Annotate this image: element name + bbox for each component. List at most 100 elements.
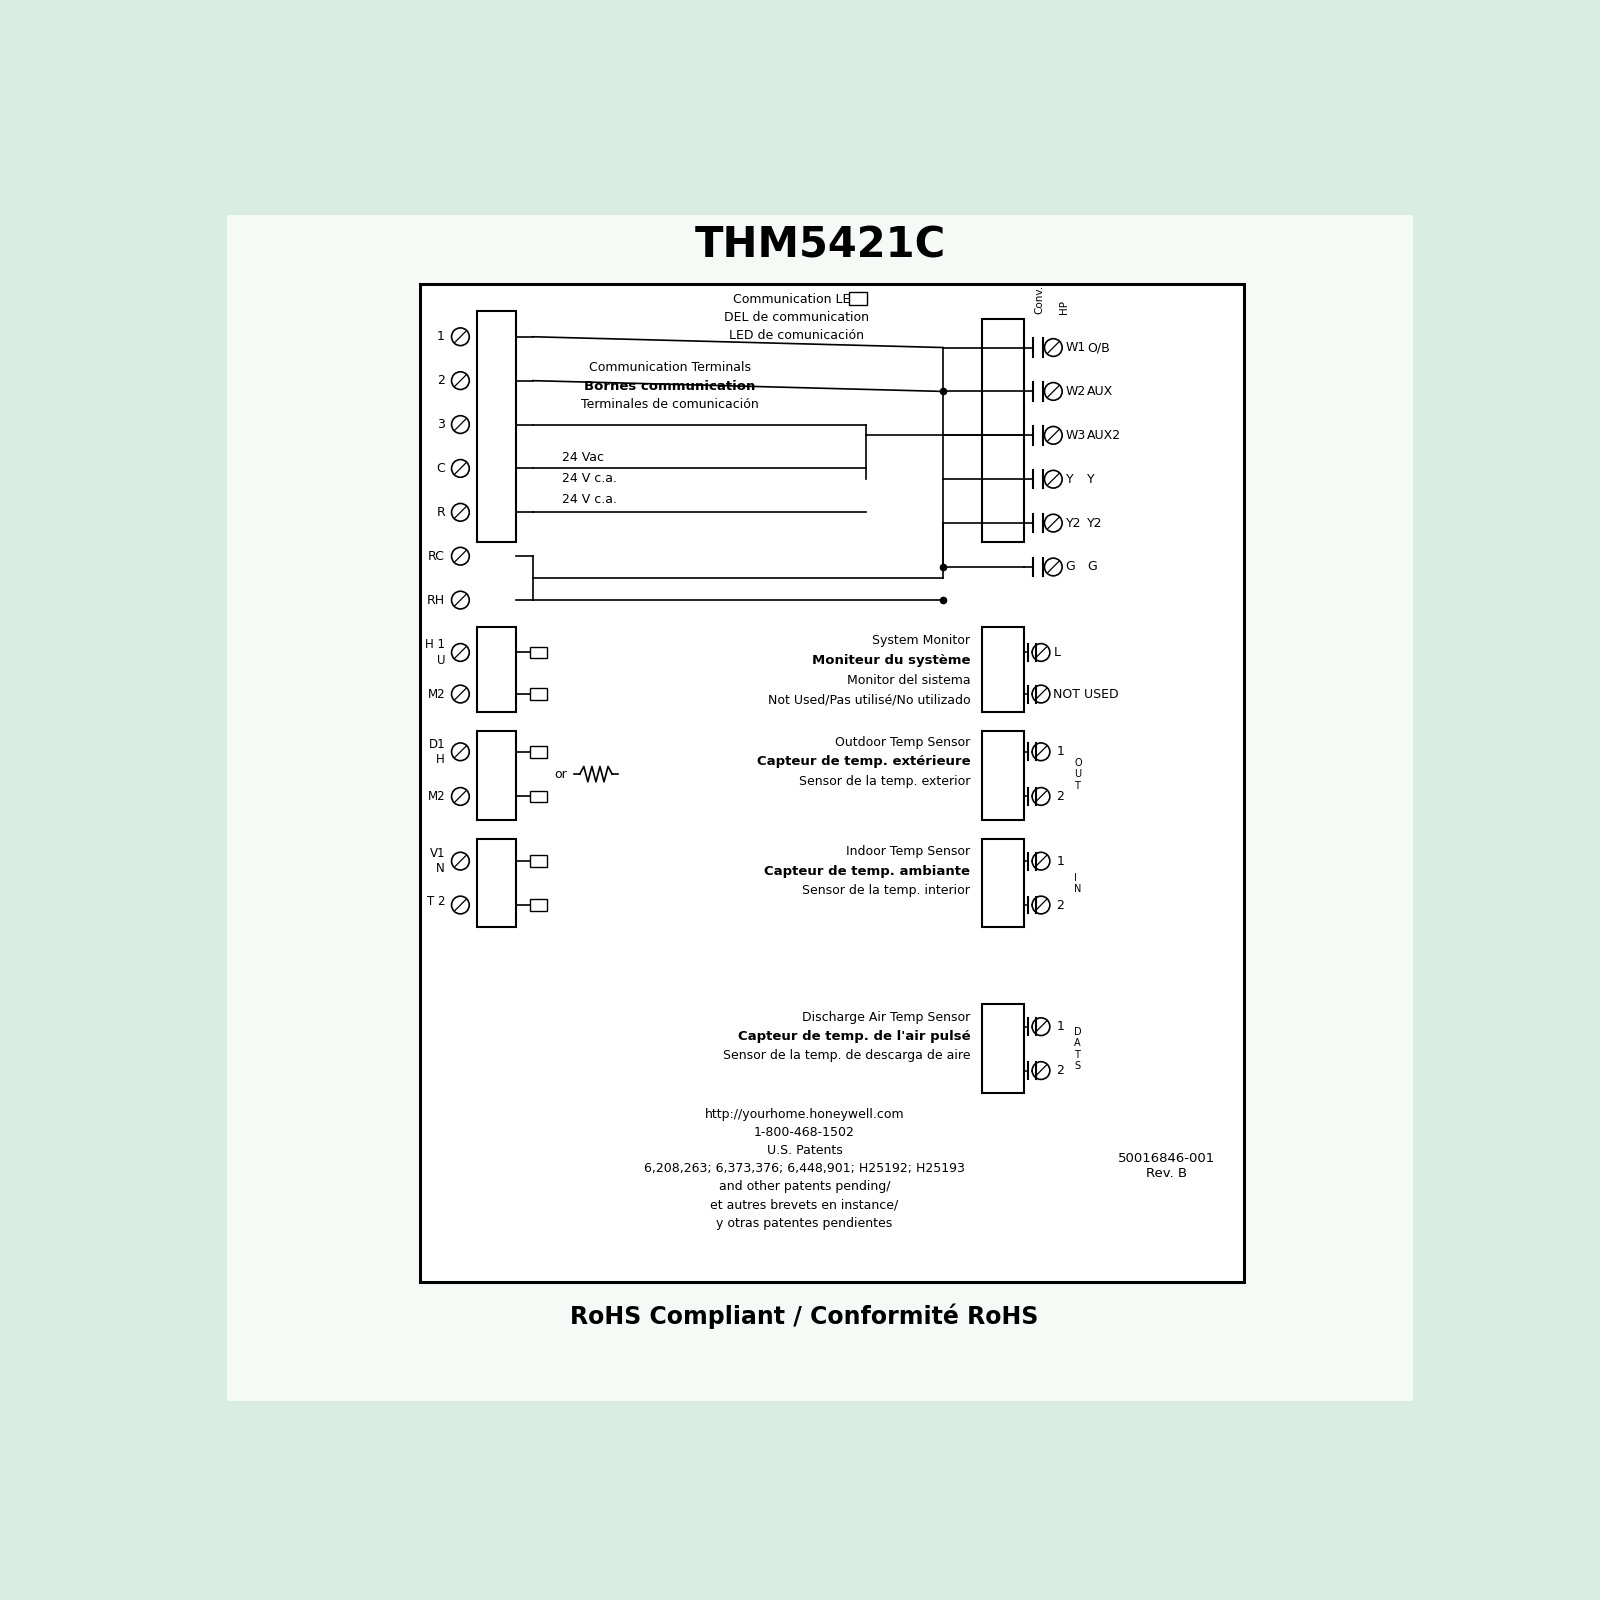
Circle shape [451,896,469,914]
Text: Moniteur du système: Moniteur du système [811,654,970,667]
Text: AUX: AUX [1086,386,1114,398]
Text: Sensor de la temp. exterior: Sensor de la temp. exterior [798,774,970,787]
Bar [982,318,1024,542]
Bar [477,312,515,542]
Text: Terminales de comunicación: Terminales de comunicación [581,398,758,411]
Text: Capteur de temp. extérieure: Capteur de temp. extérieure [757,755,970,768]
Text: H 1: H 1 [426,638,445,651]
Text: Not Used/Pas utilisé/No utilizado: Not Used/Pas utilisé/No utilizado [768,694,970,707]
Bar [850,293,867,306]
Text: N: N [437,862,445,875]
Text: Monitor del sistema: Monitor del sistema [846,674,970,686]
Text: H: H [437,754,445,766]
Text: 1: 1 [1056,854,1064,867]
Text: Communication LED: Communication LED [733,293,861,306]
Circle shape [451,416,469,434]
Text: RH: RH [427,594,445,606]
Bar [530,746,547,757]
Bar [530,899,547,910]
Text: 1: 1 [1056,746,1064,758]
Text: R: R [437,506,445,518]
Text: 1: 1 [437,330,445,344]
Text: Outdoor Temp Sensor: Outdoor Temp Sensor [835,736,970,749]
Text: Discharge Air Temp Sensor: Discharge Air Temp Sensor [802,1011,970,1024]
Text: 50016846-001
Rev. B: 50016846-001 Rev. B [1118,1152,1214,1181]
Text: AUX2: AUX2 [1086,429,1122,442]
Circle shape [451,459,469,477]
Text: 24 Vac: 24 Vac [562,451,605,464]
Text: y otras patentes pendientes: y otras patentes pendientes [717,1216,893,1229]
Text: U.S. Patents: U.S. Patents [766,1144,843,1157]
Circle shape [1032,853,1050,870]
Text: Y2: Y2 [1086,517,1102,530]
Text: NOT USED: NOT USED [1053,688,1118,701]
Text: Sensor de la temp. interior: Sensor de la temp. interior [802,883,970,898]
Text: O/B: O/B [1086,341,1110,354]
Text: Capteur de temp. ambiante: Capteur de temp. ambiante [765,864,970,878]
Text: RC: RC [429,550,445,563]
Text: System Monitor: System Monitor [872,634,970,646]
Circle shape [451,787,469,805]
Circle shape [451,328,469,346]
Circle shape [1045,470,1062,488]
Bar [982,731,1024,819]
Text: 6,208,263; 6,373,376; 6,448,901; H25192; H25193: 6,208,263; 6,373,376; 6,448,901; H25192;… [645,1162,965,1176]
Circle shape [1032,896,1050,914]
Text: 24 V c.a.: 24 V c.a. [562,472,618,485]
Text: I
N: I N [1074,872,1082,894]
Circle shape [1045,558,1062,576]
Text: W2: W2 [1066,386,1086,398]
Text: C: C [437,462,445,475]
Text: 1-800-468-1502: 1-800-468-1502 [754,1126,854,1139]
Circle shape [451,547,469,565]
Circle shape [1045,427,1062,445]
Circle shape [451,685,469,702]
Text: 3: 3 [437,418,445,430]
Bar [477,731,515,819]
Text: M2: M2 [427,688,445,701]
Text: 2: 2 [437,374,445,387]
Text: O
U
T: O U T [1074,757,1082,790]
Bar [982,1005,1024,1093]
Circle shape [451,742,469,760]
Bar [477,838,515,928]
Bar [530,646,547,658]
Circle shape [451,592,469,610]
Circle shape [1032,685,1050,702]
Text: DEL de communication: DEL de communication [725,310,869,325]
Text: Capteur de temp. de l'air pulsé: Capteur de temp. de l'air pulsé [738,1030,970,1043]
Circle shape [451,853,469,870]
Circle shape [451,371,469,389]
Circle shape [1032,1062,1050,1080]
Bar [982,627,1024,712]
Circle shape [1032,787,1050,805]
Circle shape [1032,643,1050,661]
Text: U: U [437,654,445,667]
Bar [419,285,1243,1282]
Circle shape [451,643,469,661]
Circle shape [1045,339,1062,357]
Bar [477,627,515,712]
Text: V1: V1 [429,846,445,859]
Circle shape [1032,1018,1050,1035]
Bar [530,790,547,802]
Text: W3: W3 [1066,429,1086,442]
Text: L: L [1053,646,1061,659]
Bar [530,856,547,867]
Text: or: or [554,768,566,781]
Text: D
A
T
S: D A T S [1074,1027,1082,1072]
Text: THM5421C: THM5421C [694,226,946,267]
Text: et autres brevets en instance/: et autres brevets en instance/ [710,1198,899,1211]
Circle shape [1032,742,1050,760]
Circle shape [1045,382,1062,400]
Text: RoHS Compliant / Conformité RoHS: RoHS Compliant / Conformité RoHS [571,1304,1038,1330]
Text: D1: D1 [429,738,445,750]
Text: Communication Terminals: Communication Terminals [589,362,750,374]
Text: T 2: T 2 [427,894,445,907]
Text: 2: 2 [1056,790,1064,803]
Text: Indoor Temp Sensor: Indoor Temp Sensor [846,845,970,858]
Text: LED de comunicación: LED de comunicación [730,328,864,342]
Text: 1: 1 [1056,1021,1064,1034]
Text: Y: Y [1086,472,1094,486]
Text: Y2: Y2 [1066,517,1082,530]
